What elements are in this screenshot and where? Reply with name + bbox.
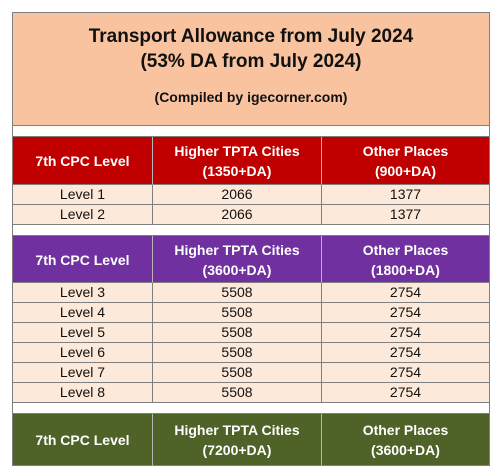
section1-higher-rate: (1350+DA) <box>202 163 272 179</box>
level-cell: Level 3 <box>13 283 153 303</box>
higher-cell: 2066 <box>153 205 322 225</box>
section1-header-level: 7th CPC Level <box>13 137 153 185</box>
section3-other-rate: (3600+DA) <box>371 442 440 458</box>
higher-cell: 5508 <box>153 363 322 383</box>
section2-header: 7th CPC Level Higher TPTA Cities (3600+D… <box>13 236 489 283</box>
page-subtitle: (53% DA from July 2024) <box>140 51 362 72</box>
section3-other-label: Other Places <box>362 422 449 438</box>
other-cell: 2754 <box>322 303 489 323</box>
table-row: Level 2 2066 1377 <box>13 205 489 225</box>
spacer-row <box>13 126 489 137</box>
table-row: Level 5 5508 2754 <box>13 323 489 343</box>
other-cell: 1377 <box>322 205 489 225</box>
page-title: Transport Allowance from July 2024 <box>88 26 414 47</box>
table-row: Level 3 5508 2754 <box>13 283 489 303</box>
section2-header-higher: Higher TPTA Cities (3600+DA) <box>153 236 322 283</box>
compiled-by-note: (Compiled by igecorner.com) <box>154 89 348 105</box>
higher-cell: 5508 <box>153 343 322 363</box>
level-cell: Level 1 <box>13 185 153 205</box>
level-cell: Level 7 <box>13 363 153 383</box>
other-cell: 1377 <box>322 185 489 205</box>
table-row: Level 6 5508 2754 <box>13 343 489 363</box>
spacer-row <box>13 225 489 236</box>
section1-other-rate: (900+DA) <box>374 163 437 179</box>
higher-cell: 2066 <box>153 185 322 205</box>
level-cell: Level 4 <box>13 303 153 323</box>
section3-higher-label: Higher TPTA Cities <box>174 422 300 438</box>
section2-header-other: Other Places (1800+DA) <box>322 236 489 283</box>
table-row: Level 7 5508 2754 <box>13 363 489 383</box>
section3-header-other: Other Places (3600+DA) <box>322 414 489 466</box>
other-cell: 2754 <box>322 343 489 363</box>
section3-header-higher: Higher TPTA Cities (7200+DA) <box>153 414 322 466</box>
section2-higher-rate: (3600+DA) <box>202 261 272 278</box>
level-cell: Level 8 <box>13 383 153 403</box>
other-cell: 2754 <box>322 363 489 383</box>
section1-other-label: Other Places <box>362 143 449 159</box>
section1-header-other: Other Places (900+DA) <box>322 137 489 185</box>
higher-cell: 5508 <box>153 323 322 343</box>
level-cell: Level 5 <box>13 323 153 343</box>
other-cell: 2754 <box>322 383 489 403</box>
section2-other-label: Other Places <box>362 241 449 258</box>
higher-cell: 5508 <box>153 303 322 323</box>
section2-higher-label: Higher TPTA Cities <box>174 241 300 258</box>
level-cell: Level 2 <box>13 205 153 225</box>
higher-cell: 5508 <box>153 283 322 303</box>
section2-other-rate: (1800+DA) <box>371 261 440 278</box>
section3-header-level: 7th CPC Level <box>13 414 153 466</box>
table-row: Level 4 5508 2754 <box>13 303 489 323</box>
section1-higher-label: Higher TPTA Cities <box>174 143 300 159</box>
section3-higher-rate: (7200+DA) <box>202 442 272 458</box>
level-cell: Level 6 <box>13 343 153 363</box>
section2-header-level: 7th CPC Level <box>13 236 153 283</box>
other-cell: 2754 <box>322 283 489 303</box>
section1-header-higher: Higher TPTA Cities (1350+DA) <box>153 137 322 185</box>
higher-cell: 5508 <box>153 383 322 403</box>
section3-header: 7th CPC Level Higher TPTA Cities (7200+D… <box>13 414 489 466</box>
table-row: Level 1 2066 1377 <box>13 185 489 205</box>
ta-sheet: Transport Allowance from July 2024 (53% … <box>12 12 490 466</box>
section1-header: 7th CPC Level Higher TPTA Cities (1350+D… <box>13 137 489 185</box>
table-row: Level 8 5508 2754 <box>13 383 489 403</box>
spacer-row <box>13 403 489 414</box>
other-cell: 2754 <box>322 323 489 343</box>
title-block: Transport Allowance from July 2024 (53% … <box>13 13 489 126</box>
